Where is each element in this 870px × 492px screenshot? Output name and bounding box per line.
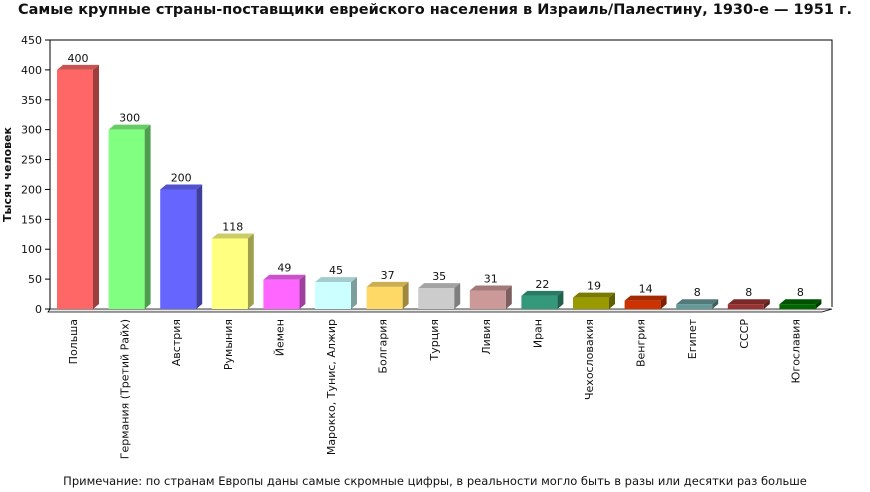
bar [418, 288, 455, 309]
bar-top [418, 283, 461, 289]
bar [573, 297, 609, 309]
bar-side [763, 299, 770, 309]
category-label: Югославия [789, 319, 802, 383]
bar [676, 304, 713, 309]
y-tick-label: 200 [21, 183, 42, 196]
category-label: Австрия [170, 319, 183, 366]
bar-top [108, 124, 151, 130]
bar [263, 279, 300, 309]
bar-top [160, 184, 203, 190]
bar [779, 304, 816, 309]
category-label: Польша [67, 319, 80, 364]
category-label: Марокко, Тунис, Алжир [325, 319, 338, 455]
value-label: 400 [68, 52, 89, 65]
value-label: 37 [381, 269, 395, 282]
y-tick-label: 350 [21, 94, 42, 107]
bar-side [247, 233, 254, 309]
bar [211, 238, 248, 309]
bar-side [609, 292, 615, 309]
bar-side [557, 290, 564, 309]
value-label: 200 [171, 171, 192, 184]
y-tick-label: 450 [21, 34, 42, 47]
category-label: Йемен [273, 319, 286, 356]
category-label: Египет [686, 318, 699, 359]
bar-top [676, 299, 719, 305]
category-label: Чехословакия [583, 319, 596, 400]
bar-side [815, 299, 822, 309]
bar-top [624, 295, 667, 301]
bar-top [211, 233, 254, 239]
bar [521, 295, 558, 309]
bar [57, 69, 93, 309]
y-tick-label: 150 [21, 213, 42, 226]
category-label: Ливия [480, 319, 493, 355]
bar [727, 304, 764, 309]
bar-top [366, 281, 409, 287]
category-label: Турция [428, 319, 441, 361]
category-label: СССР [738, 319, 751, 349]
chart-title: Самые крупные страны-поставщики еврейско… [17, 2, 853, 18]
value-label: 8 [694, 286, 701, 299]
value-label: 49 [277, 262, 291, 275]
category-label: Румыния [222, 319, 235, 370]
bar [624, 300, 661, 309]
bar-side [351, 277, 357, 309]
y-tick-label: 400 [21, 64, 42, 77]
bar-top [469, 285, 512, 291]
y-axis-label: Тысяч человек [1, 127, 14, 222]
category-label: Иран [531, 319, 544, 348]
y-tick-label: 50 [28, 273, 42, 286]
y-tick-label: 300 [21, 124, 42, 137]
bar [108, 129, 145, 309]
bar [469, 290, 506, 309]
bar-side [505, 285, 512, 309]
bar-top [779, 299, 822, 305]
bar [315, 282, 351, 309]
bar-side [299, 274, 306, 309]
value-label: 14 [639, 283, 653, 296]
bar-side [454, 283, 461, 309]
plot-floor [47, 308, 833, 313]
value-label: 45 [329, 264, 343, 277]
bar-side [402, 281, 409, 309]
bar-side [712, 299, 719, 309]
bar-side [93, 64, 99, 309]
value-label: 8 [797, 286, 804, 299]
bar-side [196, 184, 203, 309]
value-label: 19 [587, 280, 601, 293]
value-label: 118 [222, 220, 243, 233]
chart-note: Примечание: по странам Европы даны самые… [63, 474, 807, 488]
y-tick-label: 100 [21, 243, 42, 256]
bar-top [263, 274, 306, 280]
bar-top [521, 290, 564, 296]
bar [366, 286, 403, 309]
value-label: 35 [432, 270, 446, 283]
category-label: Венгрия [635, 319, 648, 367]
value-label: 300 [119, 112, 140, 125]
bar-top [315, 277, 357, 283]
y-tick-label: 0 [35, 303, 42, 316]
bar-side [144, 124, 151, 310]
category-label: Болгария [377, 319, 390, 374]
value-label: 22 [535, 278, 549, 291]
category-label: Германия (Третий Райх) [119, 319, 132, 459]
bar-top [57, 64, 99, 70]
value-label: 8 [745, 286, 752, 299]
bar-top [573, 292, 615, 298]
bar-side [660, 295, 667, 309]
y-tick-label: 250 [21, 154, 42, 167]
bar-top [727, 299, 770, 305]
value-label: 31 [484, 272, 498, 285]
plot-frame [49, 39, 833, 309]
bar [160, 189, 197, 309]
